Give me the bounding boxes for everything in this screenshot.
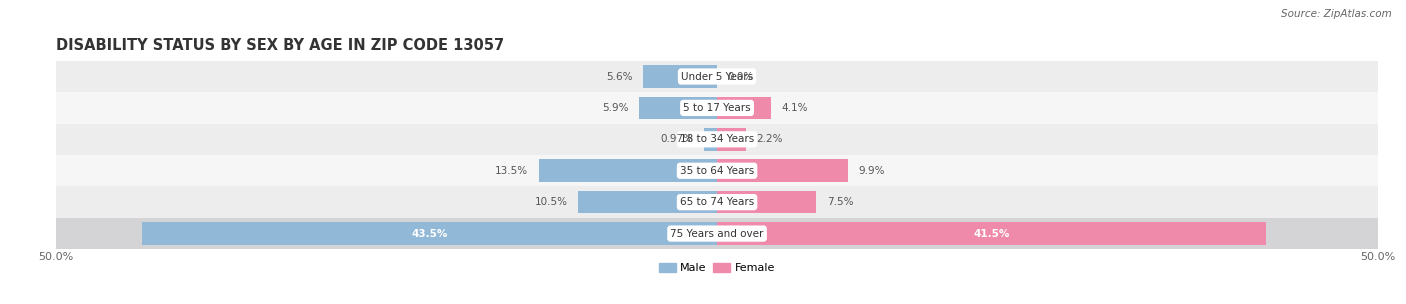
Text: 5 to 17 Years: 5 to 17 Years <box>683 103 751 113</box>
Bar <box>717 159 848 182</box>
Text: 2.2%: 2.2% <box>756 134 783 144</box>
Bar <box>538 159 717 182</box>
Text: 43.5%: 43.5% <box>412 229 447 239</box>
Text: 41.5%: 41.5% <box>973 229 1010 239</box>
Bar <box>56 186 1378 218</box>
Bar <box>717 222 1265 245</box>
Text: Source: ZipAtlas.com: Source: ZipAtlas.com <box>1281 9 1392 19</box>
Text: 0.0%: 0.0% <box>728 71 754 81</box>
Text: 5.6%: 5.6% <box>606 71 633 81</box>
Bar <box>704 128 717 151</box>
Text: 7.5%: 7.5% <box>827 197 853 207</box>
Bar <box>717 191 815 213</box>
Text: 9.9%: 9.9% <box>859 166 884 176</box>
Bar <box>56 61 1378 92</box>
Text: 18 to 34 Years: 18 to 34 Years <box>681 134 754 144</box>
Text: 4.1%: 4.1% <box>782 103 808 113</box>
Bar <box>640 97 717 119</box>
Bar <box>56 124 1378 155</box>
Text: 75 Years and over: 75 Years and over <box>671 229 763 239</box>
Text: 0.97%: 0.97% <box>661 134 693 144</box>
Legend: Male, Female: Male, Female <box>655 258 779 278</box>
Text: 65 to 74 Years: 65 to 74 Years <box>681 197 754 207</box>
Bar <box>142 222 717 245</box>
Text: DISABILITY STATUS BY SEX BY AGE IN ZIP CODE 13057: DISABILITY STATUS BY SEX BY AGE IN ZIP C… <box>56 38 505 53</box>
Bar <box>56 218 1378 249</box>
Text: Under 5 Years: Under 5 Years <box>681 71 754 81</box>
Bar <box>56 92 1378 124</box>
Text: 13.5%: 13.5% <box>495 166 529 176</box>
Bar <box>717 97 772 119</box>
Text: 10.5%: 10.5% <box>534 197 568 207</box>
Bar <box>717 128 747 151</box>
Bar <box>578 191 717 213</box>
Bar <box>643 65 717 88</box>
Text: 5.9%: 5.9% <box>602 103 628 113</box>
Bar <box>56 155 1378 186</box>
Text: 35 to 64 Years: 35 to 64 Years <box>681 166 754 176</box>
